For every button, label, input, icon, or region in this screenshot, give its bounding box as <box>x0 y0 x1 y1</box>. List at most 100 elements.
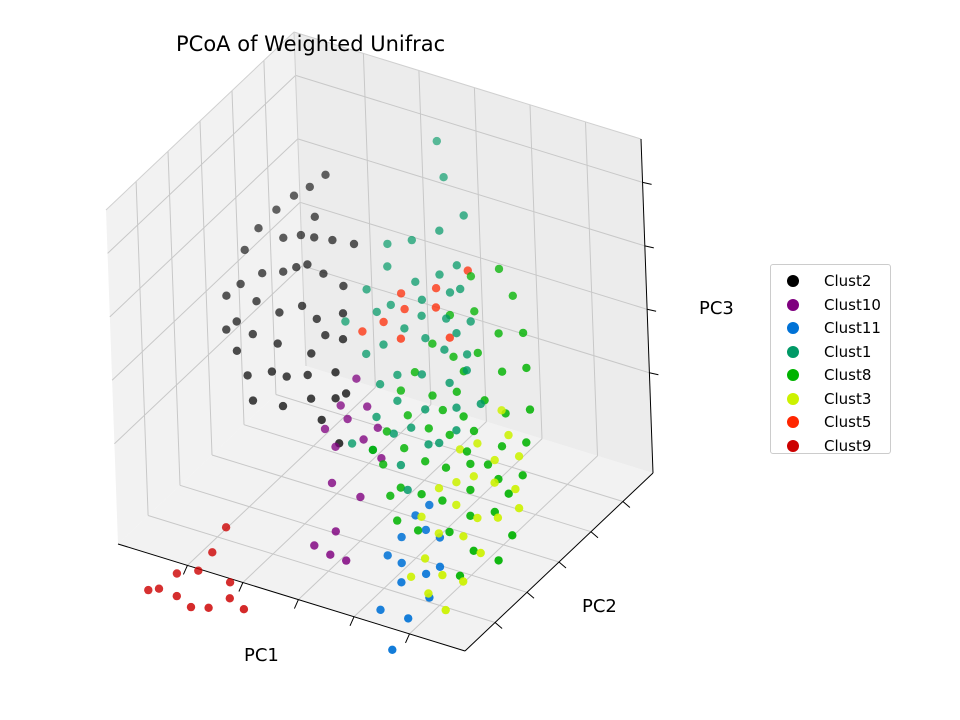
scatter-point-clust3 <box>459 532 468 541</box>
scatter-point-clust8 <box>469 546 478 555</box>
scatter-point-clust9 <box>172 591 181 601</box>
scatter-point-clust1 <box>383 262 392 271</box>
scatter-point-clust8 <box>504 489 513 498</box>
scatter-point-clust1 <box>466 317 475 326</box>
scatter-point-clust8 <box>368 445 378 455</box>
scatter-point-clust2 <box>328 235 337 245</box>
scatter-point-clust10 <box>363 402 372 411</box>
scatter-point-clust1 <box>396 460 406 470</box>
z-gridline-left-wall <box>111 201 301 381</box>
scatter-point-clust2 <box>303 370 312 380</box>
y-axis-tick <box>494 622 503 629</box>
scatter-point-clust3 <box>452 478 461 487</box>
z-gridline-left-wall <box>114 265 303 445</box>
scatter-point-clust2 <box>248 396 258 405</box>
scatter-point-clust1 <box>462 350 472 359</box>
scatter-point-clust1 <box>439 173 448 182</box>
scatter-point-clust8 <box>522 363 531 373</box>
scatter-point-clust8 <box>400 444 409 453</box>
scatter-point-clust2 <box>232 346 242 355</box>
y-gridline-left-wall <box>263 60 277 395</box>
legend-marker <box>787 322 799 334</box>
scatter-point-clust1 <box>456 284 465 294</box>
scatter-point-clust8 <box>382 427 392 436</box>
scatter-point-clust1 <box>362 285 371 294</box>
scatter-point-clust9 <box>172 569 182 578</box>
y-axis-label: PC2 <box>582 596 617 617</box>
scatter-point-clust3 <box>434 484 444 493</box>
scatter-point-clust8 <box>497 442 507 451</box>
scatter-point-clust10 <box>356 492 365 502</box>
scatter-point-clust5 <box>431 303 441 312</box>
scatter-point-clust11 <box>388 645 397 654</box>
scatter-point-clust10 <box>310 541 319 550</box>
x-axis-tick <box>238 582 244 592</box>
scatter-point-clust1 <box>403 485 412 495</box>
scatter-point-clust1 <box>386 300 395 310</box>
y-axis-tick <box>590 531 599 539</box>
z-axis-label: PC3 <box>699 298 734 319</box>
scatter-point-clust2 <box>296 230 306 240</box>
scatter-point-clust3 <box>514 504 524 513</box>
scatter-point-clust8 <box>424 424 433 433</box>
scatter-point-clust3 <box>511 484 520 494</box>
legend-label: Clust1 <box>824 342 872 361</box>
y-gridline-left-wall <box>231 90 245 425</box>
scatter-point-clust8 <box>459 412 468 421</box>
scatter-point-clust11 <box>435 562 445 571</box>
z-gridline-left-wall <box>109 138 299 318</box>
x-axis-line <box>117 543 466 652</box>
scatter-point-clust8 <box>483 460 493 469</box>
scatter-point-clust3 <box>514 452 524 461</box>
scatter-point-clust1 <box>379 340 388 349</box>
scatter-point-clust1 <box>375 380 385 389</box>
scatter-point-clust8 <box>421 457 430 466</box>
scatter-point-clust8 <box>417 490 426 499</box>
scatter-point-clust8 <box>470 307 479 316</box>
scatter-point-clust2 <box>278 401 288 411</box>
x-gridline-back-wall <box>362 53 376 388</box>
scatter-point-clust2 <box>331 394 340 403</box>
scatter-point-clust2 <box>312 314 321 324</box>
scatter-point-clust1 <box>372 412 381 422</box>
pane-edge <box>293 31 642 140</box>
scatter-point-clust2 <box>282 372 291 381</box>
scatter-point-clust9 <box>208 548 217 557</box>
scatter-point-clust11 <box>397 558 406 568</box>
scatter-point-clust5 <box>431 284 441 293</box>
scatter-point-clust3 <box>473 513 482 523</box>
scatter-point-clust2 <box>339 281 348 291</box>
x-axis-tick <box>182 565 188 575</box>
scatter-point-clust2 <box>236 279 245 289</box>
scatter-point-clust8 <box>396 386 406 395</box>
scatter-point-clust2 <box>267 367 277 376</box>
scatter-point-clust3 <box>490 478 499 487</box>
y-axis-tick <box>558 561 567 569</box>
scatter-point-clust8 <box>410 368 420 377</box>
scatter-point-clust10 <box>336 401 345 410</box>
scatter-point-clust2 <box>279 233 288 242</box>
scatter-point-clust1 <box>411 277 420 286</box>
scatter-point-clust2 <box>240 245 249 255</box>
legend-item-clust9: Clust9 <box>771 436 891 456</box>
x-gridline-back-wall <box>473 87 487 422</box>
scatter-point-clust3 <box>504 430 513 440</box>
scatter-point-clust1 <box>393 396 402 405</box>
scatter-point-clust8 <box>518 471 527 480</box>
scatter-point-clust2 <box>232 317 241 326</box>
legend-label: Clust5 <box>824 413 872 431</box>
scatter-point-clust1 <box>452 403 461 412</box>
scatter-point-clust8 <box>518 328 528 338</box>
scatter-point-clust11 <box>425 500 434 510</box>
scatter-point-clust1 <box>459 211 468 220</box>
legend-label: Clust9 <box>824 436 872 455</box>
scatter-point-clust3 <box>493 513 503 522</box>
scatter-point-clust2 <box>303 260 312 269</box>
scatter-point-clust2 <box>319 269 328 278</box>
legend-label: Clust10 <box>824 295 881 314</box>
scatter-point-clust3 <box>473 439 482 448</box>
scatter-point-clust9 <box>239 605 249 614</box>
scatter-point-clust1 <box>389 429 398 438</box>
y-gridline-left-wall <box>167 151 181 486</box>
scatter-point-clust11 <box>397 578 406 587</box>
